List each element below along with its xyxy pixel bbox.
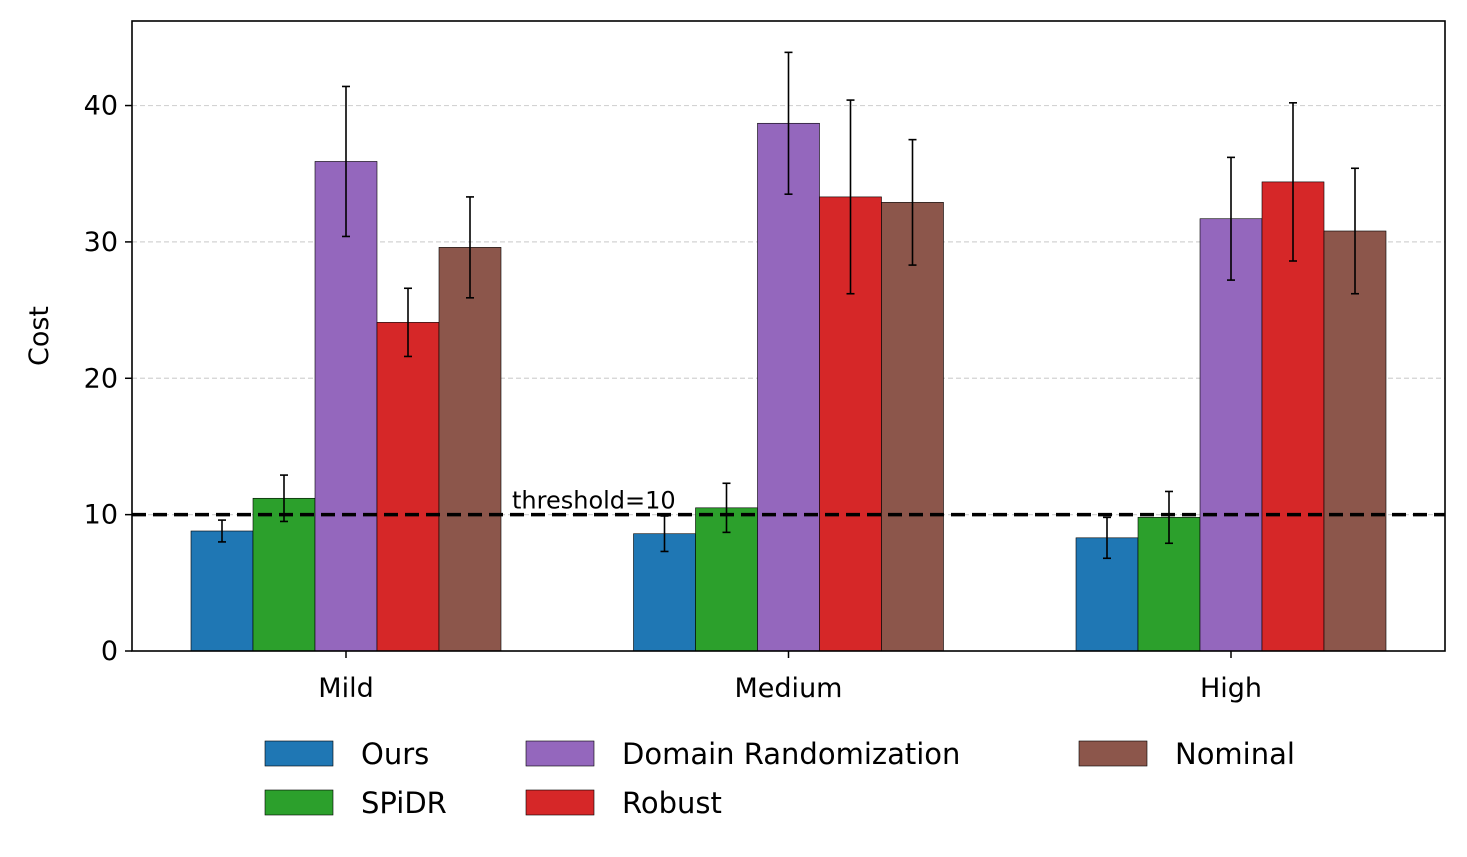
bar [252, 497, 316, 652]
x-tick-label: Mild [318, 673, 373, 704]
legend-swatch [525, 789, 595, 816]
legend-swatch [264, 740, 334, 767]
bar [1199, 218, 1263, 652]
y-tick-label: 40 [84, 91, 118, 122]
bar [190, 530, 254, 652]
legend-label: SPiDR [361, 786, 447, 820]
bar [633, 533, 696, 652]
x-tick-label: High [1200, 673, 1262, 704]
legend-label: Robust [622, 786, 722, 820]
legend-swatch [264, 789, 334, 816]
y-axis-label: Cost [24, 306, 55, 366]
y-tick-label: 30 [84, 227, 118, 258]
legend-swatch [1078, 740, 1148, 767]
y-tick-label: 10 [84, 500, 118, 531]
bar [1323, 230, 1387, 652]
legend-label: Ours [361, 737, 429, 771]
y-tick-label: 20 [84, 363, 118, 394]
legend-label: Domain Randomization [622, 737, 960, 771]
bar [438, 247, 502, 652]
x-tick-label: Medium [735, 673, 843, 704]
bar [881, 202, 944, 652]
bar [757, 122, 820, 652]
legend-label: Nominal [1175, 737, 1295, 771]
y-tick-label: 0 [101, 636, 118, 667]
threshold-label: threshold=10 [512, 487, 676, 515]
legend-swatch [525, 740, 595, 767]
bar [376, 322, 440, 652]
